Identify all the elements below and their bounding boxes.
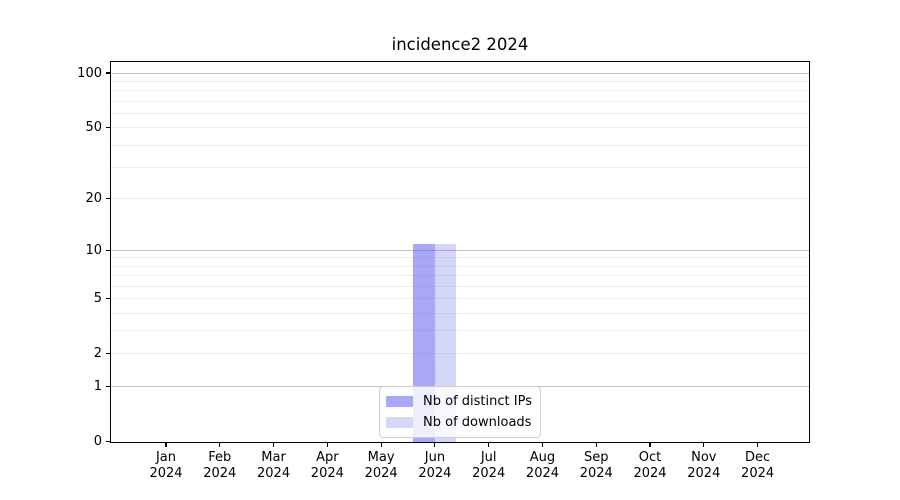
- x-tick-label: Apr 2024: [310, 450, 344, 481]
- y-tick-label: 2: [93, 346, 102, 362]
- y-tick: [106, 385, 111, 387]
- y-gridline-major: [111, 72, 809, 74]
- x-tick-label: Jul 2024: [472, 450, 506, 481]
- y-tick: [106, 297, 111, 300]
- y-gridline-minor: [111, 275, 809, 277]
- x-tick: [272, 442, 275, 447]
- y-tick: [106, 441, 111, 443]
- legend-label-distinct-ips: Nb of distinct IPs: [423, 393, 532, 409]
- y-tick-label: 100: [77, 65, 102, 81]
- x-tick-label: May 2024: [364, 450, 398, 481]
- legend-item-downloads: Nb of downloads: [386, 413, 532, 432]
- x-tick: [488, 442, 490, 447]
- legend-item-distinct-ips: Nb of distinct IPs: [386, 392, 532, 411]
- y-gridline-minor: [111, 312, 809, 314]
- y-gridline-minor: [111, 144, 809, 146]
- x-tick-label: Jan 2024: [149, 450, 183, 481]
- y-gridline-minor: [111, 100, 809, 102]
- x-tick: [165, 442, 167, 447]
- y-gridline-major: [111, 249, 809, 251]
- x-tick-label: Nov 2024: [687, 450, 721, 481]
- x-tick-label: Dec 2024: [741, 450, 775, 481]
- y-gridline-minor: [111, 127, 809, 129]
- y-gridline-minor: [111, 298, 809, 300]
- y-gridline-minor: [111, 197, 809, 199]
- x-tick: [380, 442, 382, 447]
- y-gridline-minor: [111, 330, 809, 332]
- x-tick-label: Mar 2024: [257, 450, 291, 481]
- y-gridline-minor: [111, 265, 809, 267]
- y-tick-label: 20: [85, 190, 102, 206]
- y-gridline-minor: [111, 112, 809, 114]
- legend-swatch-distinct-ips-icon: [386, 396, 414, 407]
- y-gridline-minor: [111, 285, 809, 287]
- y-tick-label: 1: [93, 378, 102, 394]
- y-tick: [106, 197, 111, 200]
- x-tick-label: Aug 2024: [525, 450, 560, 481]
- x-tick-label: Oct 2024: [633, 450, 667, 481]
- y-tick-label: 10: [85, 242, 102, 258]
- y-gridline-minor: [111, 353, 809, 355]
- y-gridline-minor: [111, 80, 809, 82]
- y-tick: [106, 353, 111, 355]
- x-tick: [541, 442, 544, 447]
- x-tick: [434, 442, 436, 447]
- x-tick: [326, 442, 328, 447]
- x-tick-label: Jun 2024: [418, 450, 452, 481]
- x-tick: [219, 442, 221, 447]
- x-tick: [757, 442, 759, 447]
- legend-label-downloads: Nb of downloads: [423, 414, 532, 430]
- x-tick-label: Feb 2024: [203, 450, 237, 481]
- y-tick-label: 5: [93, 291, 102, 307]
- y-tick: [106, 72, 111, 74]
- x-tick-label: Sep 2024: [579, 450, 613, 481]
- y-tick-label: 50: [85, 120, 102, 136]
- y-gridline-minor: [111, 166, 809, 168]
- x-tick: [703, 442, 705, 447]
- y-tick-label: 0: [93, 434, 102, 450]
- plot-area: 100 50 20 10 5 2 1 0 Jan 2024 Feb 2024 Mar 2024 Ap…: [77, 61, 810, 481]
- y-tick: [106, 127, 111, 129]
- legend: Nb of distinct IPs Nb of downloads: [379, 386, 541, 438]
- y-gridline-minor: [111, 257, 809, 259]
- y-gridline-minor: [111, 90, 809, 92]
- y-tick: [106, 249, 111, 251]
- chart-title: incidence2 2024: [391, 35, 529, 54]
- x-tick: [595, 442, 597, 447]
- legend-swatch-downloads-icon: [386, 417, 414, 428]
- x-tick: [649, 442, 651, 447]
